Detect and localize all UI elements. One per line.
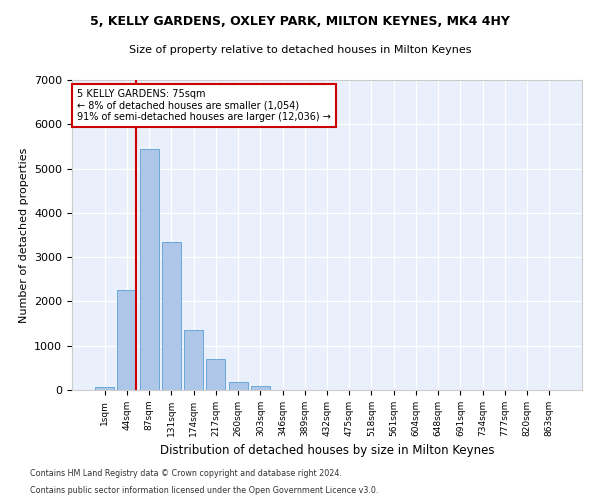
Bar [229,382,248,390]
Bar [162,242,181,390]
Bar [184,330,203,390]
Bar [206,359,225,390]
Bar [140,148,158,390]
Text: 5 KELLY GARDENS: 75sqm
← 8% of detached houses are smaller (1,054)
91% of semi-d: 5 KELLY GARDENS: 75sqm ← 8% of detached … [77,90,331,122]
Text: Size of property relative to detached houses in Milton Keynes: Size of property relative to detached ho… [129,45,471,55]
Y-axis label: Number of detached properties: Number of detached properties [19,148,29,322]
Text: Contains HM Land Registry data © Crown copyright and database right 2024.: Contains HM Land Registry data © Crown c… [30,468,342,477]
Text: 5, KELLY GARDENS, OXLEY PARK, MILTON KEYNES, MK4 4HY: 5, KELLY GARDENS, OXLEY PARK, MILTON KEY… [90,15,510,28]
X-axis label: Distribution of detached houses by size in Milton Keynes: Distribution of detached houses by size … [160,444,494,458]
Bar [251,386,270,390]
Bar [95,388,114,390]
Bar [118,290,136,390]
Text: Contains public sector information licensed under the Open Government Licence v3: Contains public sector information licen… [30,486,379,495]
